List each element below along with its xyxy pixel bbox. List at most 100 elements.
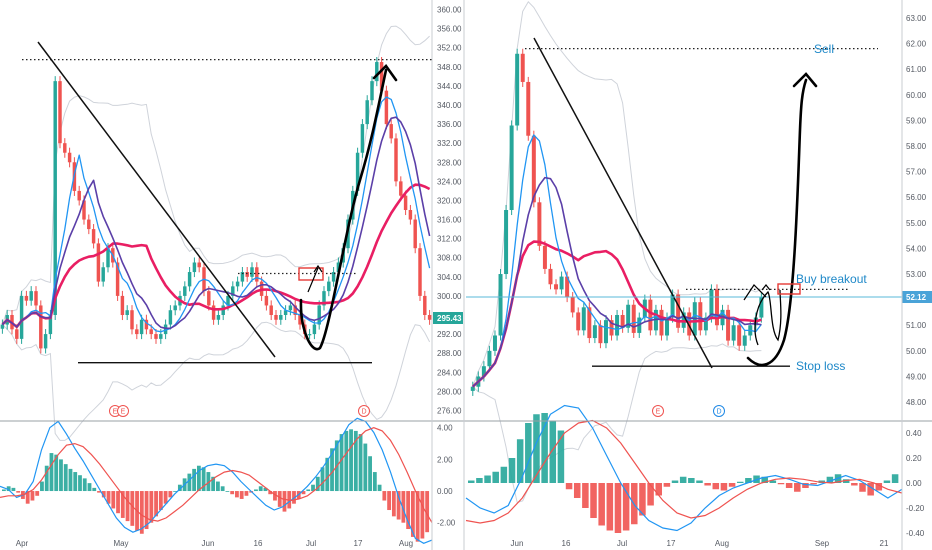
left-date-label: Apr — [16, 539, 29, 548]
right-candle-body — [470, 386, 475, 391]
left-candle-body — [96, 243, 101, 282]
left-macd-histogram-bar — [6, 486, 11, 492]
right-slow-moving-average — [471, 240, 762, 388]
left-date-label: 17 — [354, 539, 363, 548]
left-macd-panel[interactable]: 4.00 2.00 0.00 -2.00 — [0, 417, 456, 544]
right-macd-histogram-bar — [565, 483, 573, 490]
left-macd-histogram-bar — [377, 484, 382, 492]
left-macd-histogram-bar — [396, 491, 401, 520]
left-macd-histogram-bar — [216, 481, 220, 492]
left-macd-histogram-bar — [273, 491, 277, 501]
left-date-label: Jun — [202, 539, 215, 548]
left-macd-histogram-bar — [59, 459, 63, 492]
right-price-tick: 63.00 — [906, 14, 927, 23]
right-candle-body — [731, 325, 736, 341]
right-macd-histogram-bar — [622, 483, 630, 531]
left-lower-band — [2, 321, 431, 441]
right-candle-body — [565, 276, 570, 298]
right-macd-histogram-bar — [810, 483, 817, 485]
left-candle-body — [15, 329, 19, 339]
left-macd-histogram-bar — [120, 491, 125, 518]
right-price-tick: 62.00 — [906, 40, 927, 49]
right-macd-panel[interactable]: 0.40 0.20 0.00 -0.20 -0.40 — [465, 404, 925, 539]
right-macd-histogram-bar — [883, 480, 891, 483]
right-macd-histogram-bar — [476, 478, 483, 483]
left-macd-histogram-bar — [196, 465, 201, 492]
left-macd-histogram-bar — [54, 454, 59, 492]
left-candle-body — [389, 124, 393, 139]
left-price-tick: 352.00 — [437, 44, 462, 53]
left-price-tick: 356.00 — [437, 25, 462, 34]
right-macd-line — [465, 404, 903, 532]
right-macd-histogram-bar — [557, 430, 565, 483]
left-price-panel[interactable]: 360.00 356.00 352.00 348.00 344.00 340.00 336.… — [0, 6, 463, 548]
right-candle-body — [620, 315, 625, 328]
right-signal-line — [465, 419, 903, 524]
left-candle-body — [240, 272, 245, 282]
right-macd-histogram-bar — [802, 483, 809, 488]
left-macd-histogram-bar — [282, 491, 287, 512]
right-macd-tick: -0.20 — [906, 504, 925, 513]
left-candle-body — [379, 62, 384, 91]
right-macd-histogram-bar — [655, 483, 662, 496]
left-macd-histogram-bar — [187, 473, 192, 492]
right-breakout-arrow — [743, 284, 771, 301]
right-candle-body — [554, 284, 559, 290]
left-candle-body — [399, 181, 403, 196]
right-price-tick: 60.00 — [906, 91, 927, 100]
right-price-panel[interactable]: 63.00 62.00 61.00 60.00 59.00 58.00 57.00 56.00… — [466, 0, 932, 548]
left-candle-body — [293, 305, 297, 315]
left-candle-body — [255, 267, 259, 282]
right-fast-moving-average — [472, 134, 762, 388]
right-macd-tick: -0.40 — [906, 529, 925, 538]
left-downtrend-line — [37, 41, 276, 358]
left-price-tick: 328.00 — [437, 158, 462, 167]
right-candle-body — [559, 276, 564, 290]
left-macd-histogram-bar — [268, 491, 273, 495]
left-macd-histogram-bar — [306, 489, 311, 492]
left-candle-body — [139, 319, 144, 335]
left-macd-histogram-bar — [277, 491, 282, 507]
left-macd-histogram-bar — [106, 491, 111, 504]
left-candle-body — [331, 272, 336, 282]
left-candle-body — [101, 267, 105, 282]
left-macd-histogram-bar — [415, 491, 420, 542]
left-macd-histogram-bar — [2, 489, 6, 492]
left-macd-histogram-bar — [368, 456, 372, 492]
left-macd-histogram-bar — [78, 475, 82, 492]
right-candle-body — [726, 309, 731, 341]
right-macd-histogram-bar — [826, 476, 834, 483]
right-annotation-sell: Sell — [814, 42, 834, 56]
right-macd-histogram-bar — [492, 471, 499, 483]
left-candle-body — [82, 200, 86, 220]
left-macd-histogram-bar — [82, 478, 87, 492]
left-macd-histogram-bar — [201, 467, 206, 492]
left-price-tick: 280.00 — [437, 387, 462, 396]
left-macd-histogram-bar — [301, 491, 306, 495]
right-macd-histogram-bar — [696, 480, 703, 483]
left-candle-body — [322, 291, 326, 306]
left-candle-body — [183, 286, 187, 296]
left-macd-histogram-bar — [35, 491, 40, 496]
right-candle-body — [481, 366, 486, 377]
right-macd-histogram-bar — [516, 439, 524, 483]
left-candle-body — [24, 295, 29, 301]
right-candle-body — [515, 53, 520, 126]
left-candle-body — [115, 262, 120, 296]
left-candle-body — [29, 291, 33, 301]
right-price-tick: 54.00 — [906, 244, 927, 253]
left-candle-body — [149, 329, 153, 335]
right-event-marker — [652, 405, 664, 417]
left-candle-body — [283, 310, 288, 315]
left-macd-histogram-bar — [168, 491, 173, 498]
right-price-tick: 55.00 — [906, 219, 927, 228]
left-macd-histogram-bar — [425, 491, 430, 533]
left-candle-body — [58, 81, 62, 144]
left-macd-histogram-bar — [401, 491, 406, 523]
right-macd-histogram-bar — [761, 476, 768, 483]
left-macd-histogram-bar — [263, 487, 268, 492]
left-macd-histogram-bar — [244, 491, 249, 496]
left-macd-histogram-bar — [315, 476, 320, 492]
right-macd-histogram-bar — [842, 479, 850, 483]
